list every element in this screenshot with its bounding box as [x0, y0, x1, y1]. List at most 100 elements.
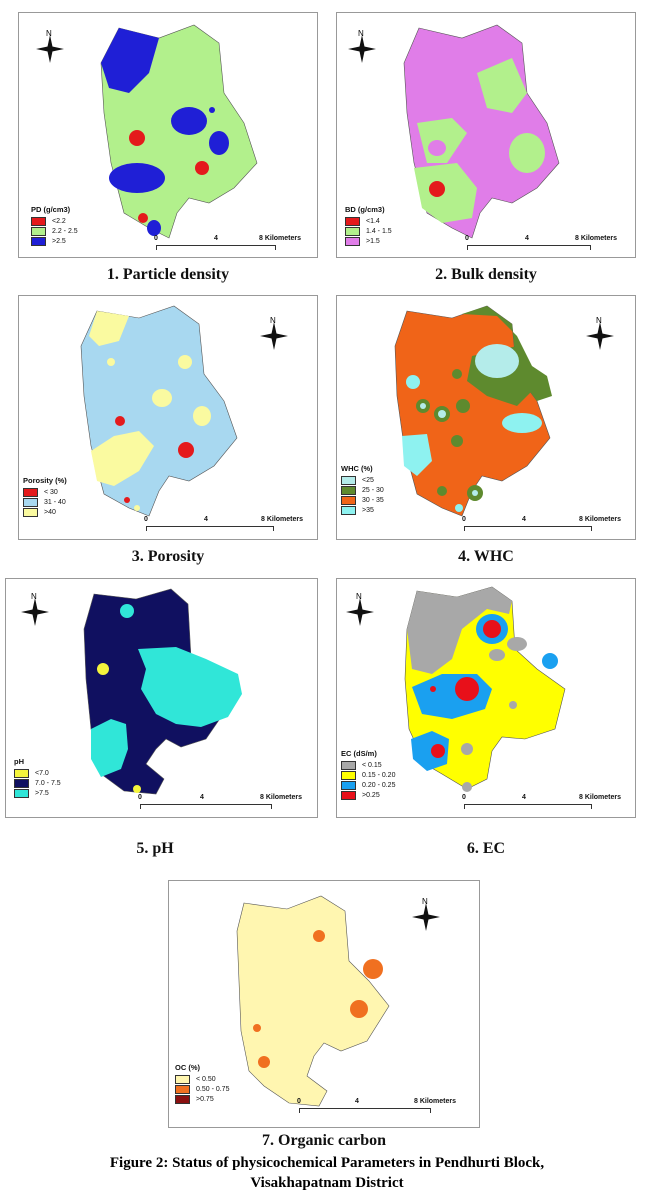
zone-high-porosity-ne [178, 355, 192, 369]
zone-high-porosity-north [89, 311, 129, 346]
legend-item: <2.2 [31, 216, 78, 226]
zone-oc-mid-3 [350, 1000, 368, 1018]
zone-ec-gt025-ne [483, 620, 501, 638]
zone-high-pd-bottom [147, 220, 161, 236]
zone-ec-gt025-center [455, 677, 479, 701]
north-arrow: N [345, 592, 375, 630]
zone-ec-lt015-c2 [509, 701, 517, 709]
zone-high-pd-south [109, 163, 165, 193]
zone-whc-25-30-c3 [451, 435, 463, 447]
legend-item: 7.0 - 7.5 [14, 778, 61, 788]
legend-oc: OC (%) < 0.50 0.50 - 0.75 >0.75 [175, 1063, 230, 1104]
caption-whc: 4. WHC [458, 548, 514, 565]
map-panel-whc: N WHC (%) <25 25 - 30 30 - 35 >35 0 4 8 … [336, 295, 636, 540]
north-arrow: N [347, 29, 377, 67]
zone-low-pd-2 [195, 161, 209, 175]
ph-map [83, 588, 242, 795]
zone-low-bd-1 [429, 181, 445, 197]
north-label: N [46, 29, 52, 38]
zone-whc-gt35-w [406, 375, 420, 389]
scale-bar: 0 4 8 Kilometers [465, 235, 630, 251]
legend-item: >40 [23, 507, 67, 517]
zone-oc-mid-5 [258, 1056, 270, 1068]
north-arrow: N [35, 29, 65, 67]
map-panel-bulk-density: N BD (g/cm3) <1.4 1.4 - 1.5 >1.5 0 4 8 K… [336, 12, 636, 258]
legend-item: 1.4 - 1.5 [345, 226, 392, 236]
map-panel-porosity: N Porosity (%) < 30 31 - 40 >40 0 4 8 Ki… [18, 295, 318, 540]
zone-low-porosity-2 [178, 442, 194, 458]
legend-item: 0.50 - 0.75 [175, 1084, 229, 1094]
zone-ec-lt015-s2 [462, 782, 472, 792]
legend-item: >35 [341, 505, 384, 515]
legend-ph: pH <7.0 7.0 - 7.5 >7.5 [14, 757, 61, 798]
figure-caption-line1: Figure 2: Status of physicochemical Para… [109, 1155, 545, 1171]
north-arrow: N [259, 316, 289, 354]
zone-high-bd-island [428, 140, 446, 156]
zone-whc-gt35-sw [402, 434, 432, 476]
zone-ec-lt015-north [407, 587, 512, 674]
zone-whc-lt25-w2 [438, 410, 446, 418]
zone-ec-lt015-c [489, 649, 505, 661]
map-panel-ec: N EC (dS/m) < 0.15 0.15 - 0.20 0.20 - 0.… [336, 578, 636, 818]
zone-mid-bd-3 [414, 163, 477, 223]
figure-caption-line2: Visakhapatnam District [250, 1175, 404, 1191]
caption-porosity: 3. Porosity [131, 548, 205, 565]
north-arrow: N [585, 316, 615, 354]
legend-bd: BD (g/cm3) <1.4 1.4 - 1.5 >1.5 [345, 205, 392, 246]
zone-high-porosity-south [91, 431, 154, 486]
legend-item: 0.20 - 0.25 [341, 780, 395, 790]
legend-item: < 0.15 [341, 760, 395, 770]
block-boundary [236, 895, 390, 1107]
legend-item: >0.75 [175, 1094, 229, 1104]
zone-whc-25-30-s1 [437, 486, 447, 496]
zone-low-pd-1 [129, 130, 145, 146]
zone-ph-gt75-east [138, 647, 242, 727]
north-arrow: N [411, 897, 441, 935]
zone-whc-gt35-s [455, 504, 463, 512]
zone-ec-lt015-s1 [461, 743, 473, 755]
zone-whc-lt25-s [472, 490, 478, 496]
legend-item: >1.5 [345, 236, 392, 246]
zone-ec-lt015-ne [507, 637, 527, 651]
zone-high-porosity-east [193, 406, 211, 426]
zone-low-pd-3 [138, 213, 148, 223]
scale-bar: 0 4 8 Kilometers [462, 516, 632, 532]
legend-item: >7.5 [14, 788, 61, 798]
legend-item: 2.2 - 2.5 [31, 226, 78, 236]
legend-item: 31 - 40 [23, 497, 67, 507]
zone-ph-lt7-2 [133, 785, 141, 793]
legend-item: 25 - 30 [341, 485, 384, 495]
zone-high-pd-center [171, 107, 207, 135]
zone-ph-gt75-north [120, 604, 134, 618]
zone-ec-020-025-sw [411, 731, 449, 771]
zone-high-porosity-s [134, 505, 140, 511]
legend-item: <25 [341, 475, 384, 485]
zone-oc-mid-4 [253, 1024, 261, 1032]
zone-high-porosity-center [152, 389, 172, 407]
zone-whc-lt25-ne [475, 344, 519, 378]
zone-whc-25-30-c2 [456, 399, 470, 413]
zone-mid-bd-1 [477, 58, 527, 113]
scale-bar: 0 4 8 Kilometers [297, 1098, 475, 1114]
zone-ec-gt025-w [430, 686, 436, 692]
zone-oc-mid-1 [313, 930, 325, 942]
legend-title: PD (g/cm3) [31, 205, 71, 214]
zone-whc-gt35-east [502, 413, 542, 433]
zone-ec-gt025-sw [431, 744, 445, 758]
legend-ec: EC (dS/m) < 0.15 0.15 - 0.20 0.20 - 0.25… [341, 749, 396, 800]
zone-high-pd-east [209, 131, 229, 155]
zone-ph-gt75-sw [91, 719, 128, 777]
north-arrow: N [20, 592, 50, 630]
bulk-density-map [403, 24, 560, 239]
legend-item: 30 - 35 [341, 495, 384, 505]
particle-density-map [100, 24, 258, 239]
legend-item: < 0.50 [175, 1074, 229, 1084]
caption-ec: 6. EC [466, 840, 506, 857]
porosity-map [80, 305, 238, 517]
zone-ph-lt7-1 [97, 663, 109, 675]
zone-low-porosity-1 [115, 416, 125, 426]
caption-organic-carbon: 7. Organic carbon [262, 1132, 386, 1149]
caption-ph: 5. pH [136, 840, 174, 857]
zone-high-pd-dot [209, 107, 215, 113]
legend-whc: WHC (%) <25 25 - 30 30 - 35 >35 [341, 464, 384, 515]
